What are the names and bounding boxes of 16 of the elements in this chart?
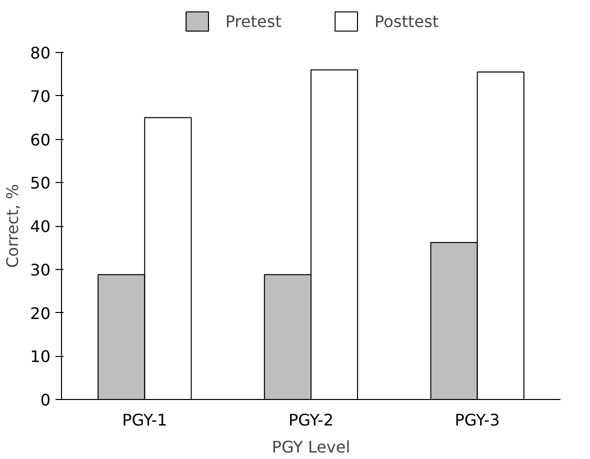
legend-label: Pretest	[225, 12, 282, 30]
y-tick-label: 50	[30, 174, 50, 193]
x-tick-label: PGY-1	[122, 410, 168, 430]
y-tick-label: 70	[30, 86, 50, 106]
y-axis-title: Correct, %	[3, 184, 22, 268]
y-tick-label: 0	[40, 390, 51, 410]
y-tick-label: 60	[30, 130, 50, 150]
y-tick-label: 10	[30, 347, 50, 366]
y-tick-label: 40	[30, 217, 50, 236]
y-tick-label: 80	[30, 44, 50, 62]
y-tick-label: 30	[30, 260, 50, 280]
x-tick-label: PGY-3	[454, 410, 500, 430]
y-tick-label: 20	[30, 304, 50, 323]
x-axis-title: PGY Level	[272, 438, 350, 456]
legend-label: Posttest	[374, 12, 439, 30]
x-tick-label: PGY-2	[288, 410, 334, 430]
